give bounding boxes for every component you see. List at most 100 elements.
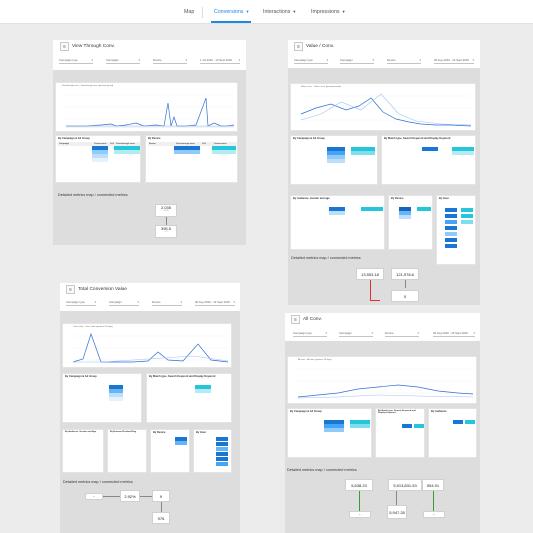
dropdown-label: Campaign — [340, 58, 353, 62]
metric-box[interactable]: 0 — [391, 290, 419, 302]
date-range-dropdown[interactable]: 30 Aug 2020 - 13 Sept 2020 ▾ — [434, 58, 474, 64]
chart-svg — [72, 332, 229, 363]
metric-node[interactable]: ▸ — [349, 511, 371, 518]
menu-icon[interactable]: ≡ — [291, 315, 300, 324]
chevron-down-icon: ▾ — [233, 300, 235, 304]
table-title: By Audience — [431, 410, 447, 413]
connector-line — [370, 300, 380, 301]
connector-line — [405, 280, 406, 288]
metric-value: 121,978.6 — [396, 272, 414, 277]
campaign-type-dropdown[interactable]: Campaign type ▾ — [66, 300, 96, 306]
heat-cell — [461, 208, 473, 212]
chart-legend: View-through conv. · View-through conv. … — [62, 85, 114, 87]
legend-series-1: Value / conv. — [301, 86, 313, 88]
by-campaign-table: By Campaign & Ad Group — [290, 135, 378, 185]
tab-interactions[interactable]: Interactions ▼ — [263, 9, 296, 15]
tab-impressions[interactable]: Impressions ▼ — [311, 9, 346, 15]
campaign-dropdown[interactable]: Campaign ▾ — [109, 300, 139, 306]
chevron-down-icon: ▾ — [473, 331, 475, 335]
metric-change: 1 % — [164, 231, 168, 233]
heat-cell — [109, 393, 123, 397]
col-header: % Δ — [202, 143, 206, 145]
metric-value: 2.92% — [124, 494, 136, 499]
heat-cell — [445, 244, 457, 248]
table-title: By Campaign & Ad Group — [293, 137, 325, 140]
col-header: View-through conv. — [176, 143, 196, 145]
campaign-dropdown[interactable]: Campaign ▾ — [339, 331, 373, 337]
section-title: Value / Conv. — [306, 44, 335, 49]
dropdown-label: Campaign — [339, 331, 352, 335]
metric-box[interactable]: 9 — [152, 490, 170, 502]
metric-box[interactable]: 5,638.23 — [345, 479, 373, 491]
table-header-row: Campaign Conversions % Δ View-through co… — [58, 142, 140, 146]
metric-box[interactable]: 13,553.18 — [356, 268, 384, 280]
series-line — [300, 97, 472, 127]
chart-legend: Value / conv. · Value / conv. (previous … — [301, 86, 341, 88]
campaign-type-dropdown[interactable]: Campaign type ▾ — [293, 331, 327, 337]
dropdown-label: 30 Aug 2020 - 13 Sept 2020 — [433, 331, 468, 335]
chart-legend: All conv. · All conv. (previous 14 days) — [298, 359, 332, 361]
date-range-dropdown[interactable]: 30 Aug 2020 - 13 Sept 2020 ▾ — [195, 300, 235, 306]
menu-icon[interactable]: ≡ — [66, 285, 75, 294]
campaign-dropdown[interactable]: Campaign ▾ — [340, 58, 374, 64]
date-range-dropdown[interactable]: 30 Aug 2020 - 13 Sept 2020 ▾ — [433, 331, 475, 337]
metric-box[interactable]: 5,947.28 — [387, 505, 407, 519]
metric-box[interactable]: 2.92% — [120, 490, 140, 502]
chevron-down-icon: ▾ — [185, 58, 187, 62]
tab-map[interactable]: Map — [184, 9, 195, 15]
heat-cell — [445, 214, 457, 218]
campaign-type-dropdown[interactable]: Campaign type ▾ — [59, 58, 93, 64]
menu-icon[interactable]: ≡ — [60, 42, 69, 51]
by-match-type-table: By Match type, Search Keyword and Displa… — [381, 135, 476, 185]
heat-cell — [461, 214, 473, 218]
table-title: By Match type, Search Keyword and Displa… — [384, 137, 451, 140]
connector-line — [166, 217, 167, 225]
metric-box[interactable]: 395.5 1 % — [155, 225, 177, 238]
metric-box[interactable]: 121,978.6 — [391, 268, 419, 280]
chart-svg — [297, 368, 474, 399]
heat-cell — [422, 147, 438, 151]
dropdown-label: Campaign type — [59, 58, 78, 62]
by-hour-table: By Hour — [193, 429, 232, 473]
device-dropdown[interactable]: Device ▾ — [152, 300, 182, 306]
device-dropdown[interactable]: Device ▾ — [153, 58, 187, 64]
heat-cell — [329, 207, 345, 211]
connector-line — [103, 496, 120, 497]
heat-cell — [109, 397, 123, 401]
view-through-section: ≡ View Through Conv. Campaign type ▾ Camp… — [53, 40, 246, 245]
metric-box[interactable]: 554.91 — [422, 479, 444, 491]
col-header: Conversions — [214, 143, 227, 145]
metric-node[interactable]: ▸ — [85, 493, 103, 500]
data-table: Device View-through conv. % Δ Conversion… — [148, 142, 237, 162]
top-navigation: Map Conversions ▼ Interactions ▼ Impressio… — [0, 0, 533, 24]
table-title: By Audience, Gender and age — [293, 197, 330, 200]
tab-interactions-label: Interactions — [263, 9, 291, 15]
metric-node[interactable]: ▸ — [423, 511, 445, 518]
device-dropdown[interactable]: Device ▾ — [387, 58, 421, 64]
heat-cell — [445, 232, 457, 236]
metrics-map-title: Detailed metrics map / connected metrics — [291, 256, 361, 260]
legend-series-2: View-through conv. (previous period) — [80, 85, 114, 87]
heat-cell — [92, 146, 108, 150]
dropdown-label: 30 Aug 2020 - 13 Sept 2020 — [195, 300, 230, 304]
section-title: All Conv. — [303, 317, 322, 322]
metric-box[interactable]: 2,035 -21.3% — [155, 204, 177, 217]
heat-cell — [399, 211, 411, 215]
metric-box[interactable]: 976 — [152, 512, 170, 524]
heat-cell — [324, 424, 344, 428]
device-dropdown[interactable]: Device ▾ — [385, 331, 419, 337]
value-conv-section: ≡ Value / Conv. Campaign type ▾ Campaign ▾… — [288, 40, 480, 305]
view-through-line-chart: View-through conv. · View-through conv. … — [55, 82, 238, 132]
by-campaign-table: By Campaign & Ad Group — [287, 408, 372, 458]
metric-box[interactable]: 5,513,831.53 — [388, 479, 422, 491]
connector-line — [359, 491, 360, 511]
date-range-dropdown[interactable]: 1 Jul 2020 - 13 Sept 2020 ▾ — [200, 58, 240, 64]
menu-icon[interactable]: ≡ — [294, 42, 303, 51]
campaign-dropdown[interactable]: Campaign ▾ — [106, 58, 140, 64]
all-conv-header: ≡ All Conv. Campaign type ▾ Campaign ▾ Dev… — [285, 313, 480, 341]
tab-conversions[interactable]: Conversions ▼ — [214, 9, 249, 15]
value-conv-header: ≡ Value / Conv. Campaign type ▾ Campaign ▾… — [288, 40, 480, 68]
table-title: By Hour — [439, 197, 450, 200]
heat-cell — [351, 147, 375, 151]
campaign-type-dropdown[interactable]: Campaign type ▾ — [294, 58, 328, 64]
